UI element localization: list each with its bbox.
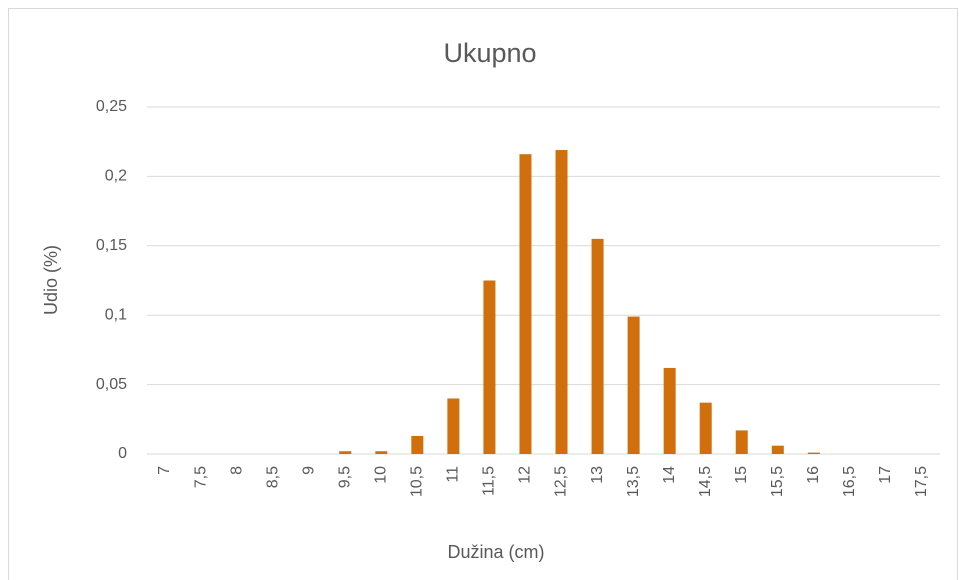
bar bbox=[483, 280, 496, 454]
x-tick-label: 9 bbox=[300, 466, 317, 475]
x-tick-label: 9,5 bbox=[336, 466, 353, 488]
y-axis-label: Udio (%) bbox=[41, 245, 61, 315]
bar bbox=[519, 154, 532, 454]
x-axis-label: Dužina (cm) bbox=[447, 542, 544, 562]
x-tick-label: 15 bbox=[733, 466, 750, 484]
x-tick-label: 10 bbox=[373, 466, 390, 484]
x-tick-label: 11,5 bbox=[481, 466, 498, 496]
bar bbox=[735, 430, 748, 454]
bar bbox=[627, 316, 640, 454]
x-tick-label: 13 bbox=[589, 466, 606, 484]
x-tick-label: 11 bbox=[445, 466, 462, 483]
chart-frame bbox=[8, 8, 958, 580]
bar bbox=[447, 398, 460, 454]
bar bbox=[411, 435, 424, 454]
x-tick-label: 14,5 bbox=[697, 466, 714, 497]
chart-title: Ukupno bbox=[443, 38, 536, 68]
y-tick-label: 0,2 bbox=[105, 168, 127, 185]
x-tick-label: 14 bbox=[661, 466, 678, 484]
bar bbox=[555, 150, 568, 454]
x-tick-label: 13,5 bbox=[625, 466, 642, 497]
y-tick-label: 0,1 bbox=[105, 306, 127, 323]
x-tick-label: 7,5 bbox=[192, 466, 209, 488]
x-tick-label: 7 bbox=[156, 466, 173, 475]
bar bbox=[771, 445, 784, 454]
x-tick-label: 8,5 bbox=[264, 466, 281, 488]
x-tick-label: 12 bbox=[517, 466, 534, 484]
bar bbox=[375, 451, 388, 454]
y-tick-label: 0 bbox=[118, 445, 127, 462]
x-tick-label: 15,5 bbox=[769, 466, 786, 497]
y-tick-label: 0,05 bbox=[96, 376, 127, 393]
x-tick-label: 17,5 bbox=[913, 466, 930, 497]
bar bbox=[699, 402, 712, 454]
bar bbox=[591, 238, 604, 454]
y-tick-label: 0,15 bbox=[96, 237, 127, 254]
x-tick-label: 17 bbox=[877, 466, 894, 484]
x-tick-label: 16,5 bbox=[841, 466, 858, 497]
bar bbox=[339, 451, 352, 454]
x-tick-label: 10,5 bbox=[409, 466, 426, 497]
x-tick-label: 16 bbox=[805, 466, 822, 484]
x-tick-label: 12,5 bbox=[553, 466, 570, 497]
x-tick-label: 8 bbox=[228, 466, 245, 475]
bar bbox=[807, 452, 820, 454]
bar bbox=[663, 367, 676, 454]
y-tick-label: 0,25 bbox=[96, 98, 127, 115]
